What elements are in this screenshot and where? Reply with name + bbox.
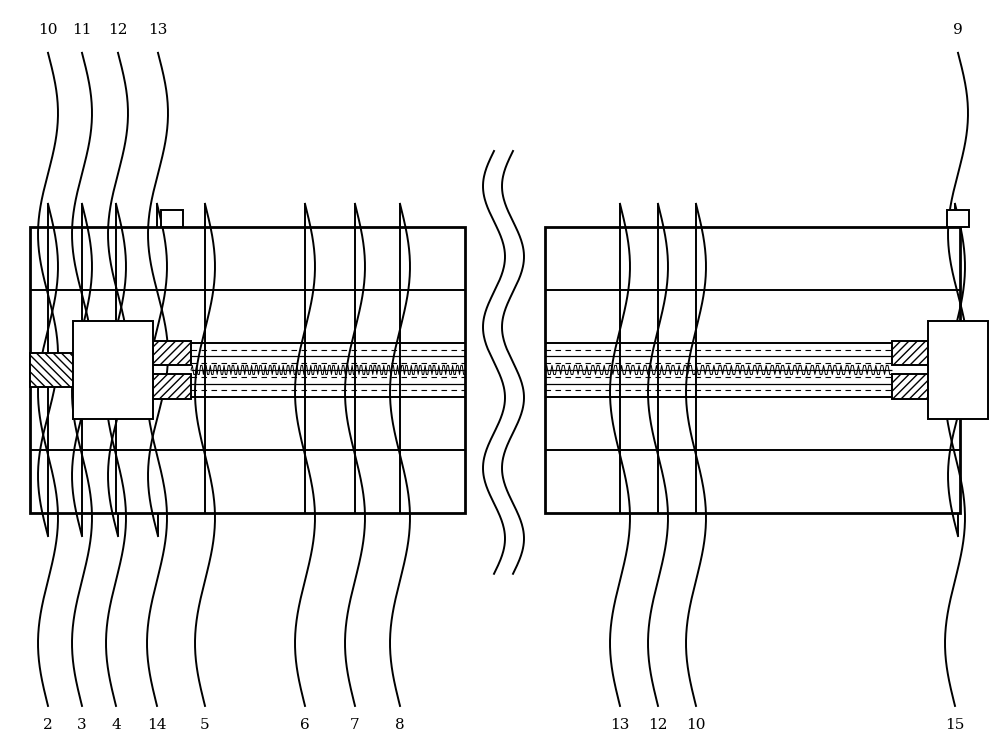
- Text: 12: 12: [648, 718, 668, 732]
- Text: 6: 6: [300, 718, 310, 732]
- Bar: [30, 226, 465, 513]
- Text: 14: 14: [147, 718, 167, 732]
- Text: 7: 7: [350, 718, 360, 732]
- Bar: [928, 321, 988, 419]
- Text: 8: 8: [395, 718, 405, 732]
- Bar: [545, 226, 960, 513]
- Text: 5: 5: [200, 718, 210, 732]
- Bar: [892, 374, 928, 399]
- Text: 9: 9: [953, 23, 963, 37]
- Text: 4: 4: [111, 718, 121, 732]
- Text: 11: 11: [72, 23, 92, 37]
- Bar: [30, 353, 73, 387]
- Bar: [153, 374, 191, 399]
- Bar: [73, 321, 153, 419]
- Text: 10: 10: [38, 23, 58, 37]
- Bar: [892, 341, 928, 365]
- Bar: [153, 341, 191, 365]
- Bar: [947, 210, 969, 226]
- Text: 13: 13: [610, 718, 630, 732]
- Text: 2: 2: [43, 718, 53, 732]
- Text: 13: 13: [148, 23, 168, 37]
- Text: 3: 3: [77, 718, 87, 732]
- Text: 15: 15: [945, 718, 965, 732]
- Text: 10: 10: [686, 718, 706, 732]
- Text: 12: 12: [108, 23, 128, 37]
- Bar: [161, 210, 183, 226]
